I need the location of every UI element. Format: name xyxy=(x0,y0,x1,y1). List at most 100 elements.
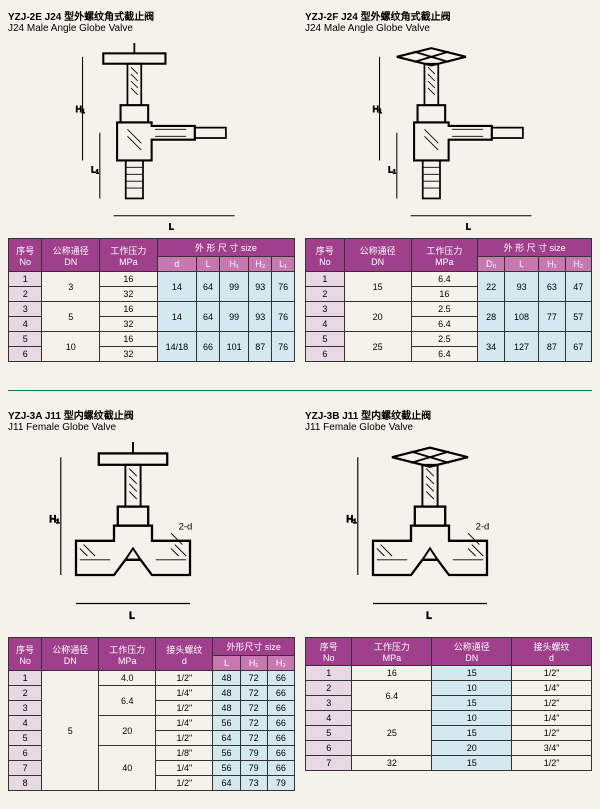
spec-table: 序号No 工作压力MPa 公称通径DN 接头螺纹d 116151/2"26.41… xyxy=(305,637,592,771)
cell-mpa: 2.5 xyxy=(411,332,478,347)
spec-table: 序号No 公称通径DN 工作压力MPa 外 形 尺 寸 size dLH₁H₂L… xyxy=(8,238,295,362)
section-divider xyxy=(8,390,592,391)
title-english: J24 Male Angle Globe Valve xyxy=(8,23,295,34)
spec-table: 序号No 公称通径DN 工作压力MPa 接头螺纹d 外形尺寸 size LH₁H… xyxy=(8,637,295,791)
cell-mpa: 6.4 xyxy=(411,347,478,362)
valve-section: YZJ-2E J24 型外螺纹角式截止阀J24 Male Angle Globe… xyxy=(8,8,295,362)
cell-mpa: 2.5 xyxy=(411,302,478,317)
cell-no: 2 xyxy=(306,287,345,302)
col-sub: H₁ xyxy=(219,257,248,272)
cell-H2: 93 xyxy=(249,302,272,332)
cell-mpa: 6.4 xyxy=(99,686,156,716)
cell-d: 14/18 xyxy=(157,332,197,362)
cell-no: 3 xyxy=(9,302,42,317)
cell-L: 64 xyxy=(197,302,220,332)
cell-H2: 66 xyxy=(267,671,294,686)
valve-diagram: 2-d H₁ L xyxy=(8,437,295,637)
valve-section: YZJ-2F J24 型外螺纹角式截止阀J24 Male Angle Globe… xyxy=(305,8,592,362)
valve-section: YZJ-3B J11 型内螺纹截止阀J11 Female Globe Valve… xyxy=(305,407,592,791)
svg-text:H₁: H₁ xyxy=(49,514,59,525)
cell-d: 14 xyxy=(157,272,197,302)
cell-d: 1/2" xyxy=(156,731,213,746)
cell-H1: 79 xyxy=(240,746,267,761)
col-mpa: 工作压力MPa xyxy=(100,239,158,272)
col-sub: D₀ xyxy=(478,257,505,272)
col-dn: 公称通径DN xyxy=(344,239,411,272)
cell-mpa: 6.4 xyxy=(352,681,432,711)
cell-no: 4 xyxy=(9,716,42,731)
cell-d: 3/4" xyxy=(512,741,592,756)
cell-mpa: 16 xyxy=(100,332,158,347)
col-sub: L₁ xyxy=(272,257,295,272)
cell-d: 34 xyxy=(478,332,505,362)
svg-text:2-d: 2-d xyxy=(475,521,489,532)
cell-mpa: 32 xyxy=(100,347,158,362)
col-mpa: 工作压力MPa xyxy=(411,239,478,272)
cell-no: 3 xyxy=(306,302,345,317)
title-chinese: YZJ-2F J24 型外螺纹角式截止阀 xyxy=(305,8,592,23)
col-dn: 公称通径DN xyxy=(42,638,99,671)
cell-mpa: 16 xyxy=(411,287,478,302)
table-row: 3202.5281087757 xyxy=(306,302,592,317)
cell-mpa: 16 xyxy=(100,272,158,287)
cell-no: 8 xyxy=(9,776,42,791)
col-sub: L xyxy=(504,257,538,272)
cell-no: 6 xyxy=(9,746,42,761)
cell-d: 1/4" xyxy=(156,686,213,701)
cell-H2: 66 xyxy=(267,686,294,701)
table-row: 425101/4" xyxy=(306,711,592,726)
cell-dn: 3 xyxy=(42,272,100,302)
col-size: 外 形 尺 寸 size xyxy=(157,239,294,257)
table-row: 3151/2" xyxy=(306,696,592,711)
table-row: 26.4101/4" xyxy=(306,681,592,696)
col-sub: L xyxy=(197,257,220,272)
cell-no: 5 xyxy=(9,731,42,746)
cell-no: 4 xyxy=(9,317,42,332)
cell-L1: 76 xyxy=(272,302,295,332)
table-row: 5151/2" xyxy=(306,726,592,741)
cell-no: 2 xyxy=(9,287,42,302)
cell-no: 2 xyxy=(9,686,42,701)
cell-H1: 99 xyxy=(219,272,248,302)
cell-H1: 73 xyxy=(240,776,267,791)
svg-text:H₁: H₁ xyxy=(372,104,381,114)
cell-H1: 63 xyxy=(539,272,565,302)
cell-no: 6 xyxy=(306,347,345,362)
table-row: 6203/4" xyxy=(306,741,592,756)
title-chinese: YZJ-2E J24 型外螺纹角式截止阀 xyxy=(8,8,295,23)
title-chinese: YZJ-3A J11 型内螺纹截止阀 xyxy=(8,407,295,422)
cell-H1: 72 xyxy=(240,716,267,731)
cell-no: 4 xyxy=(306,711,352,726)
cell-dn: 15 xyxy=(432,696,512,711)
cell-H1: 99 xyxy=(219,302,248,332)
cell-d: 1/2" xyxy=(512,756,592,771)
col-sub: H₁ xyxy=(240,656,267,671)
cell-mpa: 6.4 xyxy=(411,272,478,287)
table-row: 35161464999376 xyxy=(9,302,295,317)
cell-L: 56 xyxy=(213,716,240,731)
cell-H1: 72 xyxy=(240,731,267,746)
cell-no: 2 xyxy=(306,681,352,696)
cell-mpa: 20 xyxy=(99,716,156,746)
valve-diagram: H₁ L L₁ xyxy=(8,38,295,238)
cell-mpa: 16 xyxy=(352,666,432,681)
cell-dn: 10 xyxy=(432,681,512,696)
cell-d: 14 xyxy=(157,302,197,332)
col-size: 外形尺寸 size xyxy=(213,638,295,656)
col-mpa: 工作压力MPa xyxy=(352,638,432,666)
cell-mpa: 32 xyxy=(100,287,158,302)
cell-d: 1/4" xyxy=(512,711,592,726)
col-sub: d xyxy=(157,257,197,272)
spec-table: 序号No 公称通径DN 工作压力MPa 外 形 尺 寸 size D₀LH₁H₂… xyxy=(305,238,592,362)
cell-dn: 15 xyxy=(432,666,512,681)
svg-text:L: L xyxy=(426,611,431,622)
cell-H2: 87 xyxy=(249,332,272,362)
cell-L: 56 xyxy=(213,761,240,776)
cell-L: 56 xyxy=(213,746,240,761)
title-english: J11 Female Globe Valve xyxy=(8,422,295,433)
table-row: 732151/2" xyxy=(306,756,592,771)
cell-H2: 66 xyxy=(267,761,294,776)
col-size: 外 形 尺 寸 size xyxy=(478,239,592,257)
svg-text:L₁: L₁ xyxy=(388,165,396,175)
cell-dn: 5 xyxy=(42,302,100,332)
